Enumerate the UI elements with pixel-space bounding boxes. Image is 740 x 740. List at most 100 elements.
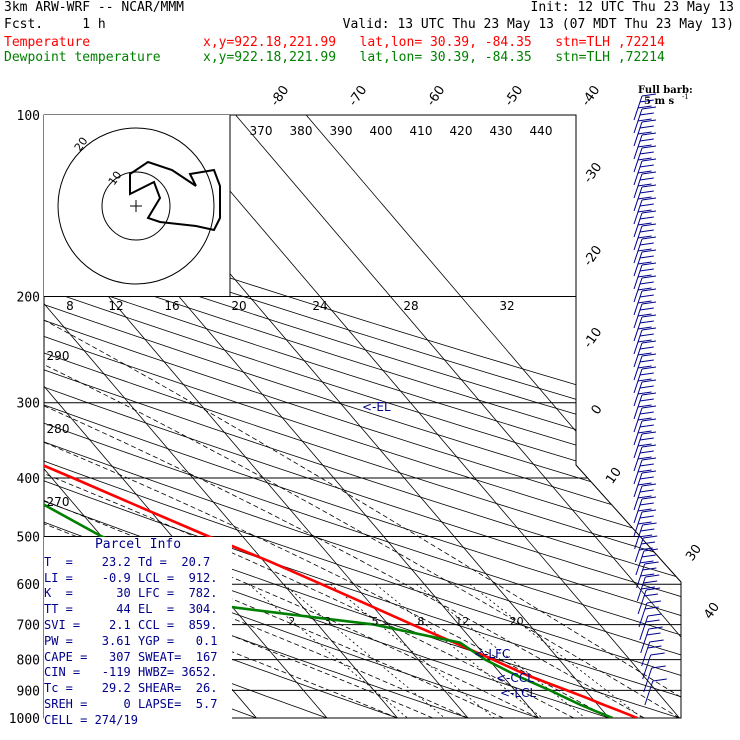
isotherm-label: -40 [579,83,603,109]
wind-barb-flag [645,619,660,623]
wind-barb [641,641,651,667]
hodograph-ring [57,127,215,285]
hodograph-ring [101,171,171,241]
pressure-label: 200 [17,291,40,306]
parcel-info-right: HWBZ= 3652. [138,665,218,680]
wind-barb-flag [637,157,652,161]
barb-key-title: Full barb: [638,85,693,96]
hodograph-speed-label: 28 [403,299,418,313]
parcel-info-right: LFC = 782. [138,586,218,601]
wind-barb-flag [652,678,667,682]
wind-barb-flag [646,632,661,636]
wind-barb-flag [637,326,652,330]
temperature-legend: Temperature [4,35,91,50]
wind-barb [639,615,649,641]
wind-barb-flag [639,281,654,285]
wind-barb-flag [641,171,657,175]
wind-barb-flag [639,229,654,233]
wind-barb-flag [639,112,654,116]
wind-barb [640,628,650,654]
wind-barb-flag [639,190,654,194]
dewpoint-location: x,y=922.18,221.99 lat,lon= 30.39, -84.35… [203,50,665,65]
wind-barb-flag [640,573,655,577]
moist-adiabat-line [44,296,504,718]
parcel-info-row: SVI = 2.1 CCL = 859. [44,618,232,634]
isotherm-label: 30 [683,542,705,564]
wind-barb-flag [639,463,654,467]
wind-barb-flag [641,496,657,500]
wind-barb-flag [640,586,656,590]
wind-barb-flag [641,340,657,344]
wind-barb-flag [642,567,657,571]
pressure-label: 900 [17,684,40,699]
wind-barb-flag [641,444,657,448]
wind-barb-flag [641,288,657,292]
dry-adiabat-line [44,115,681,718]
wind-barb-flag [641,145,657,149]
parcel-info-right: LAPSE= 5.7 [138,696,218,711]
parcel-info-left: LI = -0.9 [44,570,131,585]
wind-barb-flag [639,255,654,259]
mixing-ratio-line [283,583,446,718]
wind-barb-flag [639,151,654,155]
wind-barb-flag [637,443,652,447]
wind-barb-flag [641,119,657,123]
hodograph-speed-label: 20 [231,299,246,313]
mixing-ratio-label: 3 [324,615,331,628]
wind-barb-flag [641,106,657,110]
forecast-hour: Fcst. 1 h [4,17,106,32]
isotherm-label: -20 [581,243,605,269]
mixing-ratio-label: 2 [288,615,295,628]
wind-barb-flag [643,548,658,552]
wind-barb-flag [641,275,657,279]
moist-adiabat-line [44,296,680,718]
wind-barb-flag [637,131,652,135]
wind-barb-flag [639,476,654,480]
dry-adiabat-line [44,115,681,718]
isotherm-line [44,115,328,718]
wind-barb-flag [639,203,654,207]
theta-label: 400 [370,124,393,138]
left-theta-label: 290 [47,349,70,363]
isotherm-line [44,115,469,718]
wind-barb-flag [648,626,663,630]
wind-barb-flag [641,262,657,266]
pressure-label: 300 [17,397,40,412]
dry-adiabat-line [44,115,681,718]
wind-barb-flag [641,249,657,253]
hodograph-speed-label: 8 [66,299,74,313]
wind-barb-flag [649,639,664,643]
wind-barb-flag [641,483,657,487]
wind-barb-flag [641,509,657,513]
wind-barb-flag [639,424,654,428]
wind-barb-flag [641,418,657,422]
init-time: Init: 12 UTC Thu 23 May 13 [530,0,735,15]
isotherm-label: -50 [502,83,526,109]
wind-barb-flag [637,482,652,486]
mixing-ratio-label: 12 [455,615,469,628]
parcel-info-left: PW = 3.61 [44,633,131,648]
parcel-info-right: LCL = 912. [138,570,218,585]
theta-label: 420 [450,124,473,138]
parcel-info-left: CIN = -119 [44,665,131,680]
isotherm-label: 40 [701,600,723,622]
wind-barb-flag [646,587,661,591]
parcel-info-left: SREH = 0 [44,696,131,711]
wind-barb-flag [639,346,654,350]
wind-barb-flag [639,125,654,129]
hodograph-trace [129,160,221,232]
wind-barb-flag [639,489,654,493]
parcel-info-row: TT = 44 EL = 304. [44,602,232,618]
wind-barb-flag [640,528,655,532]
wind-barb-flag [639,398,654,402]
left-theta-label: 280 [47,422,70,436]
wind-barb-flag [637,508,652,512]
wind-barb-flag [637,261,652,265]
mixing-ratio-label: 8 [417,615,424,628]
wind-barb-flag [650,652,665,656]
dry-adiabat-line [44,115,681,718]
parcel-info-left: T = 23.2 [44,554,131,569]
wind-barb-flag [641,314,657,318]
parcel-info-row: CIN = -119 HWBZ= 3652. [44,665,232,681]
wind-barb-flag [639,411,654,415]
